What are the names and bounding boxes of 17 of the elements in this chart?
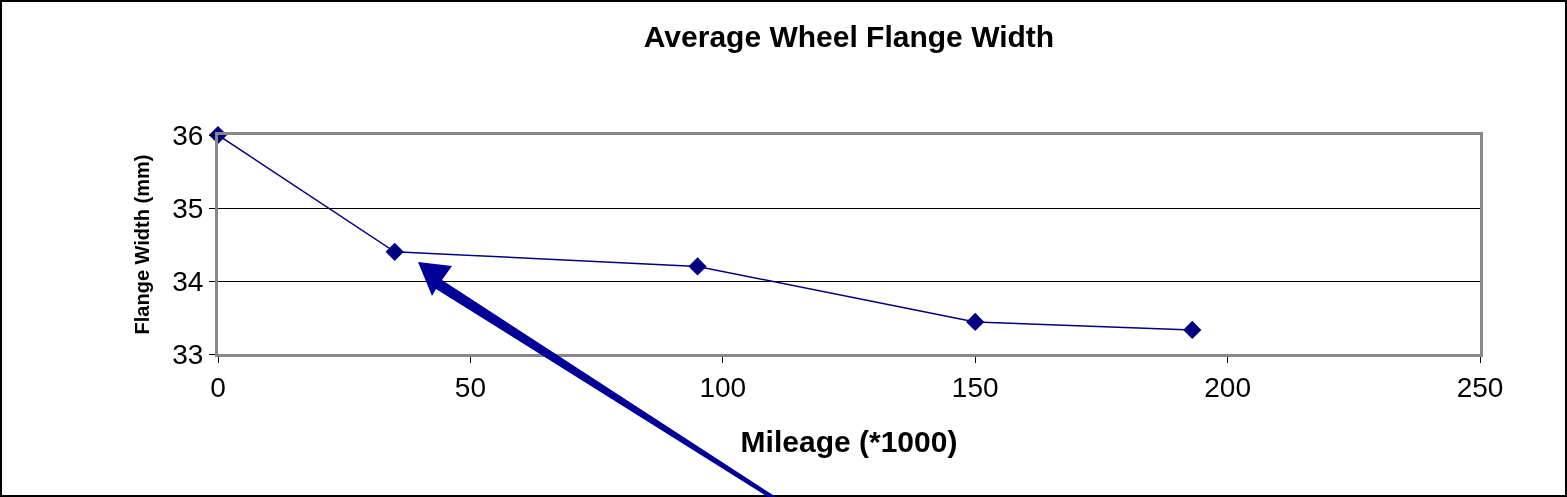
point (385, 242, 404, 261)
point (1183, 320, 1202, 340)
x-tick-label: 150 (951, 371, 999, 403)
x-tick-label: 50 (454, 371, 486, 403)
x-tick-label: 100 (699, 371, 747, 403)
y-tick-label: 34 (172, 265, 204, 297)
x-tick-label: 200 (1204, 371, 1251, 403)
y-tick-label: 35 (172, 192, 204, 224)
y-tick-label: 33 (172, 338, 204, 370)
x-axis-title: Mileage (*1000) (740, 425, 958, 459)
y-tick-label: 36 (172, 119, 204, 151)
chart-title: Average Wheel Flange Width (643, 20, 1055, 54)
point (966, 312, 985, 331)
y-axis-title: Flange Width (mm) (130, 154, 153, 335)
x-tick-label: 250 (1456, 371, 1504, 403)
point (688, 257, 707, 276)
x-tick-label: 0 (210, 371, 226, 403)
